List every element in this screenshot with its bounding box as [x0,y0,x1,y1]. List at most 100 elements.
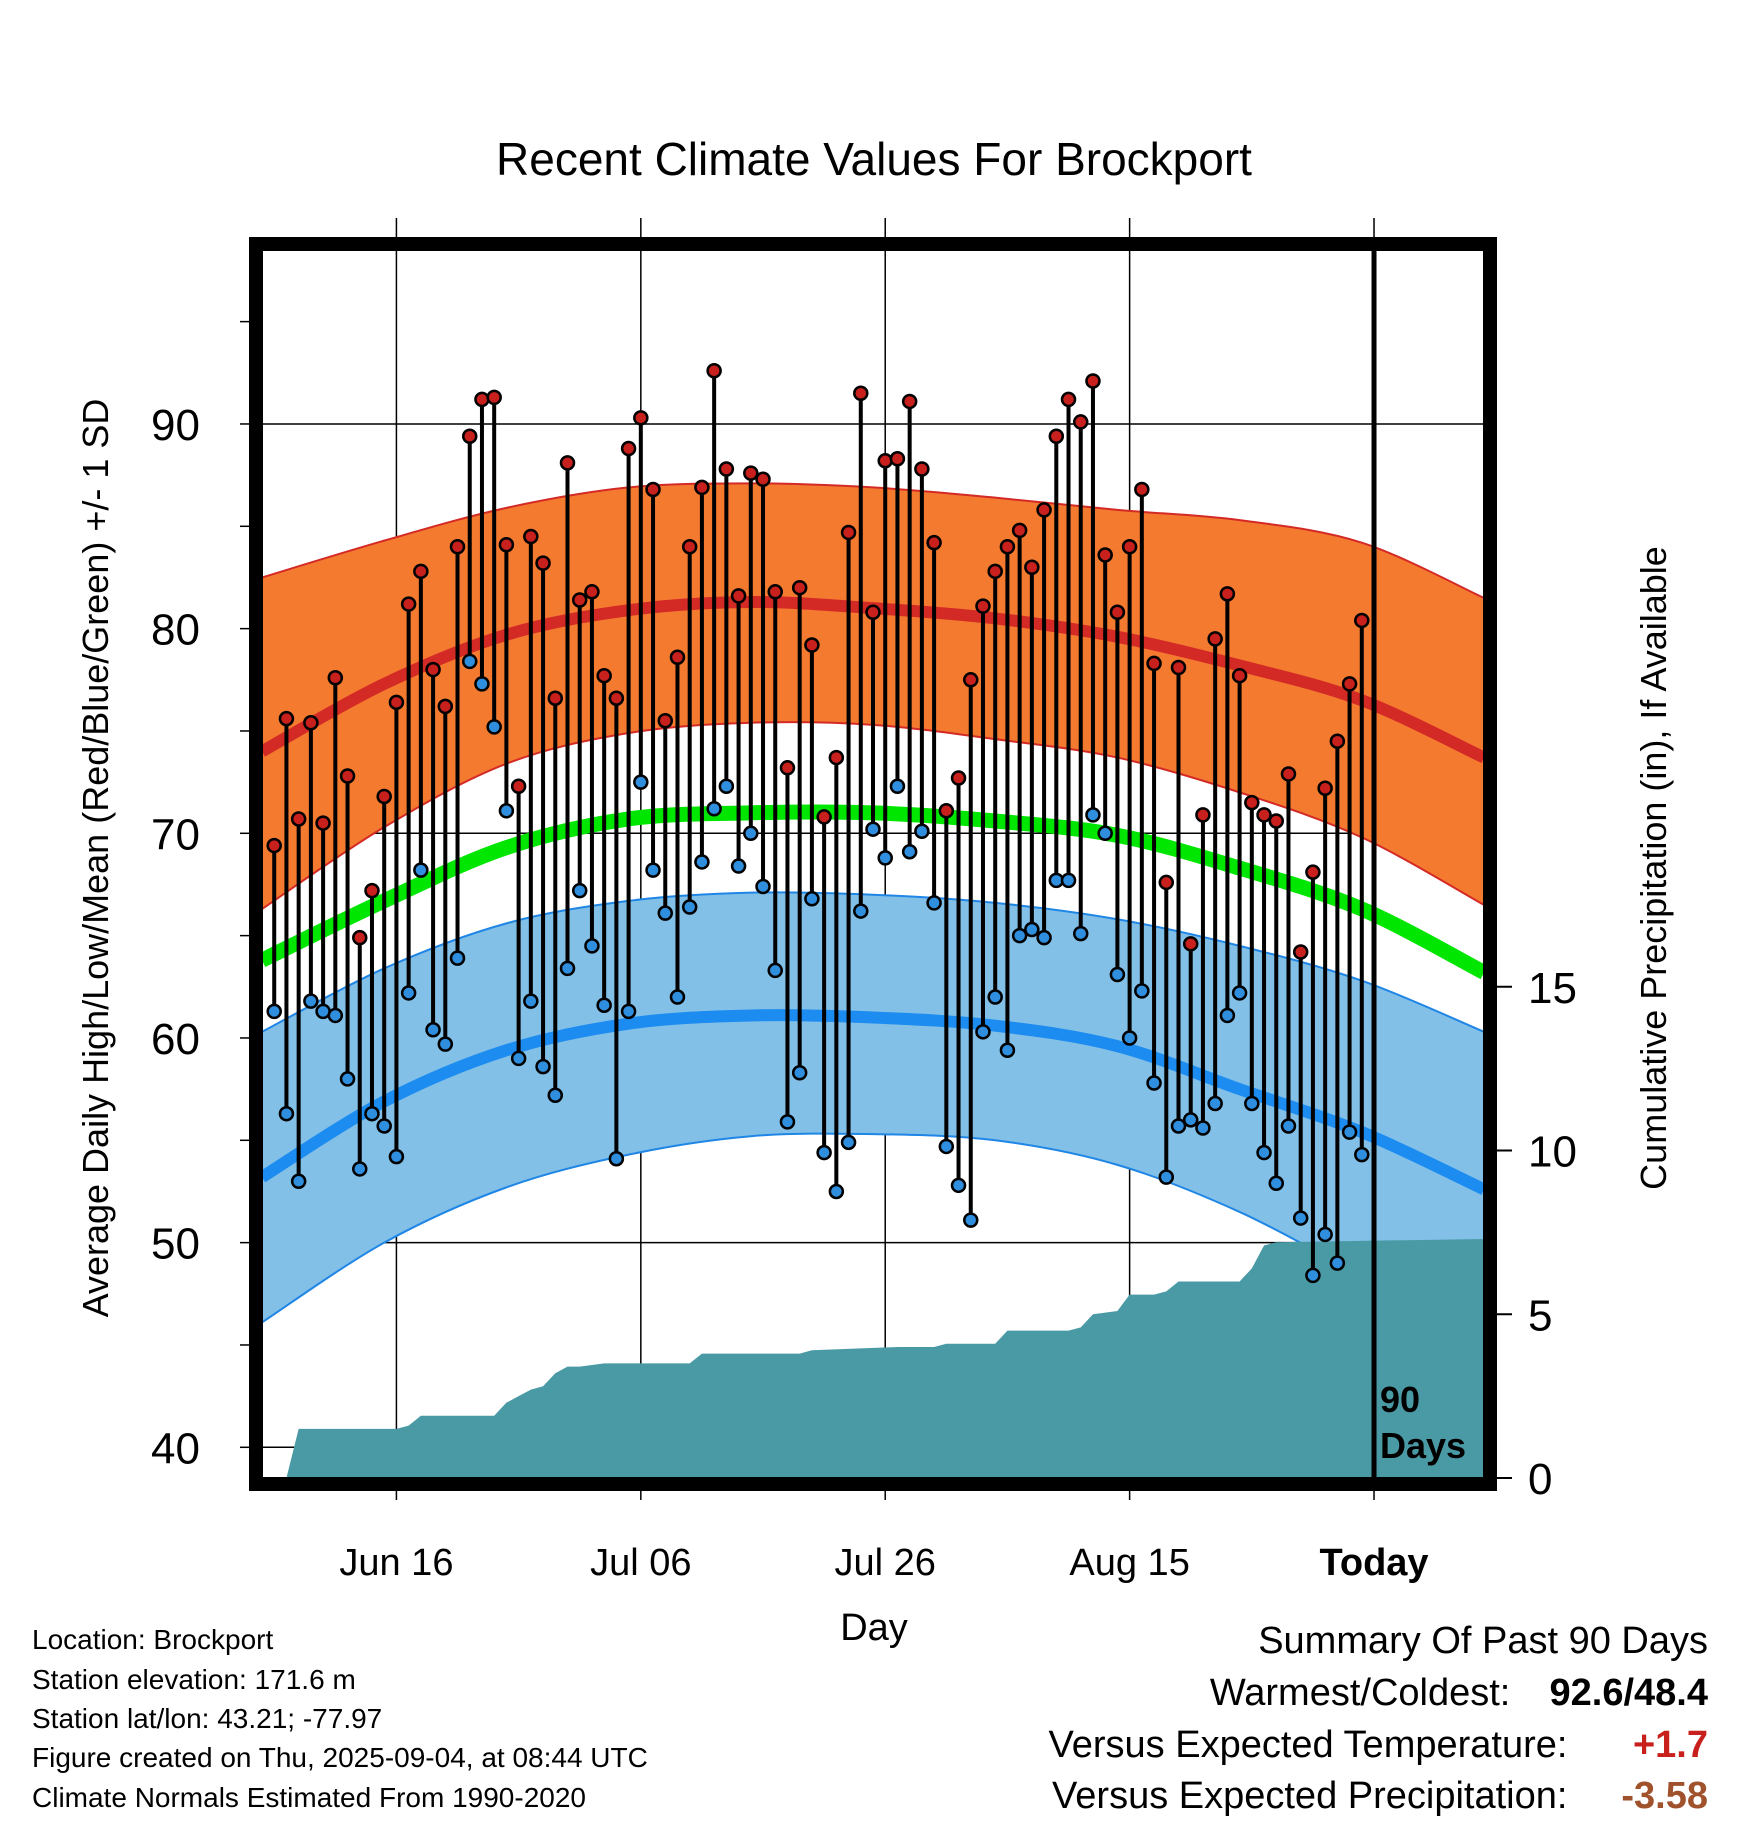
y-axis-right-label: Cumulative Precipitation (in), If Availa… [1633,546,1674,1190]
daily-low-point [938,1138,955,1155]
daily-high-point [889,451,906,467]
temp-vs-expected-label: Versus Expected Temperature: [1048,1724,1568,1766]
daily-low-point [523,993,539,1009]
daily-low-point [779,1114,796,1130]
daily-high-point [828,749,845,766]
daily-high-point [804,637,820,653]
warmest-value: 92.6 [1549,1672,1624,1714]
today-marker-label: Days [1380,1425,1466,1466]
daily-high-point [1292,944,1309,960]
daily-high-point [1268,813,1285,829]
warmest-coldest-row: Warmest/Coldest: 92.6/48.4 [1210,1672,1708,1715]
daily-low-point [987,989,1003,1005]
daily-high-point [987,563,1003,580]
daily-high-point [327,670,344,686]
daily-high-point [767,584,783,600]
daily-high-point [743,465,759,481]
daily-high-point [853,385,869,402]
daily-high-point [755,471,771,487]
daily-low-point [706,800,722,817]
daily-low-point [1121,1030,1138,1046]
x-tick-label: Jun 16 [339,1542,453,1584]
daily-low-point [413,862,429,878]
warm-cold-separator: / [1623,1672,1635,1714]
x-tick-label: Today [1319,1542,1428,1584]
daily-high-point [657,712,674,729]
daily-low-point [1146,1075,1162,1091]
daily-high-point [999,539,1016,555]
daily-high-point [1072,414,1089,430]
daily-high-point [963,672,979,688]
daily-low-point [278,1105,295,1122]
daily-low-point [376,1118,392,1134]
daily-high-point [461,428,478,444]
daily-high-point [571,592,588,608]
daily-high-point [1195,807,1211,823]
daily-low-point [571,882,588,899]
daily-low-point [1354,1146,1370,1163]
daily-high-point [1280,766,1297,782]
daily-low-point [559,960,576,977]
daily-high-point [669,649,686,666]
daily-high-point [1158,874,1175,891]
y-tick-label: 40 [151,1424,200,1473]
daily-high-point [303,715,319,731]
x-axis-label: Day [840,1607,908,1649]
y-right-tick-label: 0 [1528,1455,1552,1504]
daily-high-point [352,929,368,946]
daily-high-point [1305,864,1321,880]
daily-low-point [1024,921,1040,938]
daily-low-point [1317,1226,1333,1243]
daily-high-point [816,809,832,825]
daily-high-point [425,661,441,678]
summary-title: Summary Of Past 90 Days [1258,1620,1708,1662]
daily-high-point [975,598,991,614]
daily-high-point [1011,522,1028,539]
daily-high-point [510,778,527,794]
daily-low-point [1182,1112,1199,1128]
daily-high-point [474,391,490,408]
daily-low-point [1219,1007,1236,1024]
daily-high-point [1097,547,1113,563]
coldest-value: 48.4 [1634,1672,1708,1714]
x-tick-label: Aug 15 [1069,1542,1189,1584]
daily-high-point [1048,428,1065,444]
daily-high-point [535,555,551,571]
temp-vs-expected-row: Versus Expected Temperature: +1.7 [1049,1724,1708,1767]
daily-high-point [584,584,600,600]
daily-low-point [950,1177,967,1194]
daily-temperature-bars [266,363,1370,1284]
daily-low-point [914,823,930,840]
daily-high-point [1219,586,1236,602]
daily-low-point [877,850,893,866]
daily-low-point [865,821,881,837]
daily-low-point [266,1003,282,1020]
daily-high-point [865,604,881,621]
daily-low-point [730,858,747,874]
daily-low-point [1036,929,1052,946]
daily-high-point [926,534,942,551]
daily-low-point [999,1042,1016,1058]
daily-low-point [339,1071,356,1087]
daily-low-point [755,878,771,895]
chart-title: Recent Climate Values For Brockport [496,133,1252,185]
daily-high-point [1024,559,1040,575]
daily-low-point [584,938,600,954]
daily-high-point [608,690,625,706]
created-text: Figure created on Thu, 2025-09-04, at 08… [32,1742,648,1773]
daily-high-point [559,455,576,471]
daily-low-point [388,1148,405,1165]
daily-high-point [718,461,735,477]
daily-low-point [1292,1210,1309,1226]
daily-high-point [901,393,918,410]
y-tick-label: 60 [151,1015,200,1064]
daily-low-point [437,1036,454,1052]
normals-text: Climate Normals Estimated From 1990-2020 [32,1782,586,1813]
daily-high-point [1109,604,1126,621]
daily-high-point [1329,733,1346,749]
daily-low-point [364,1105,380,1122]
daily-low-point [1170,1118,1187,1134]
daily-high-point [596,667,612,684]
daily-high-point [1170,659,1187,676]
daily-high-point [498,536,515,553]
